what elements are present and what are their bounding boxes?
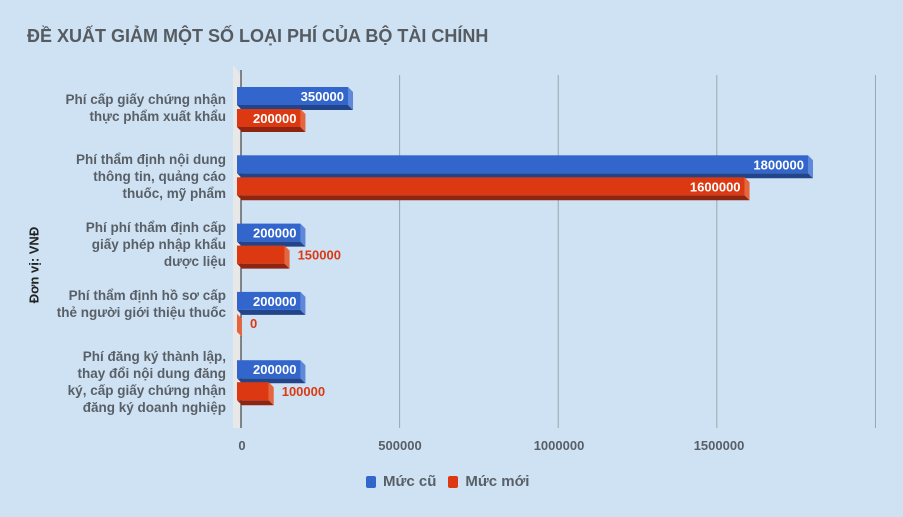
bar-bottom-face <box>237 400 274 406</box>
data-label: 200000 <box>253 294 296 309</box>
bar-side-face <box>300 360 306 384</box>
bar-side-face <box>237 313 242 337</box>
bar-bottom-face <box>237 173 813 179</box>
bar <box>237 155 808 174</box>
legend-label: Mức mới <box>465 473 530 490</box>
x-tick-label: 0 <box>238 438 246 453</box>
category-label: Phí cấp giấy chứng nhận thực phẩm xuất k… <box>65 92 226 124</box>
chart-title: ĐỀ XUẤT GIẢM MỘT SỐ LOẠI PHÍ CỦA BỘ TÀI … <box>27 26 489 46</box>
legend-item-old[interactable]: Mức cũ <box>366 473 436 490</box>
data-label: 200000 <box>253 111 296 126</box>
legend-label: Mức cũ <box>383 473 437 490</box>
bar <box>237 245 285 264</box>
bar-bottom-face <box>237 263 290 269</box>
category-label: Phí thẩm định nội dung thông tin, quảng … <box>76 152 226 201</box>
bar-bottom-face <box>237 241 306 247</box>
data-label: 0 <box>250 316 257 331</box>
x-tick-label: 1500000 <box>693 438 745 453</box>
bar <box>237 87 349 105</box>
category-label: Phí đăng ký thành lập, thay đổi nội dung… <box>67 349 226 415</box>
legend-swatch <box>366 475 376 488</box>
bar <box>237 382 269 401</box>
bar-side-face <box>268 382 274 406</box>
bar-side-face <box>300 223 306 247</box>
category-label: Phí thẩm định hồ sơ cấp thẻ người giới t… <box>56 288 226 320</box>
data-label: 1600000 <box>690 179 741 194</box>
bar-bottom-face <box>237 127 306 132</box>
x-tick-label: 1000000 <box>533 438 585 453</box>
legend-swatch <box>448 475 459 488</box>
data-label: 150000 <box>298 248 341 263</box>
bar-bottom-face <box>237 195 750 201</box>
bar-side-face <box>300 109 306 132</box>
data-label: 200000 <box>253 362 296 377</box>
x-tick-label: 500000 <box>378 438 422 453</box>
category-label: Phí phí thẩm định cấp giấy phép nhập khẩ… <box>85 220 226 269</box>
bar <box>237 177 745 196</box>
bar-bottom-face <box>237 309 306 315</box>
bar <box>237 109 301 127</box>
bar <box>237 223 301 242</box>
bar <box>237 360 301 379</box>
data-label: 200000 <box>253 226 296 241</box>
bar-side-face <box>284 245 290 269</box>
data-label: 100000 <box>282 384 325 399</box>
bar-side-face <box>300 291 306 315</box>
bar-side-face <box>348 87 354 110</box>
bar-bottom-face <box>237 378 306 384</box>
data-label: 1800000 <box>753 157 804 172</box>
legend: Mức cũ Mức mới <box>366 473 541 490</box>
bar-side-face <box>808 155 813 179</box>
bar-bottom-face <box>237 105 354 110</box>
bar-side-face <box>744 177 750 201</box>
legend-item-new[interactable]: Mức mới <box>448 473 529 490</box>
bar <box>237 291 301 310</box>
data-label: 350000 <box>301 89 344 104</box>
